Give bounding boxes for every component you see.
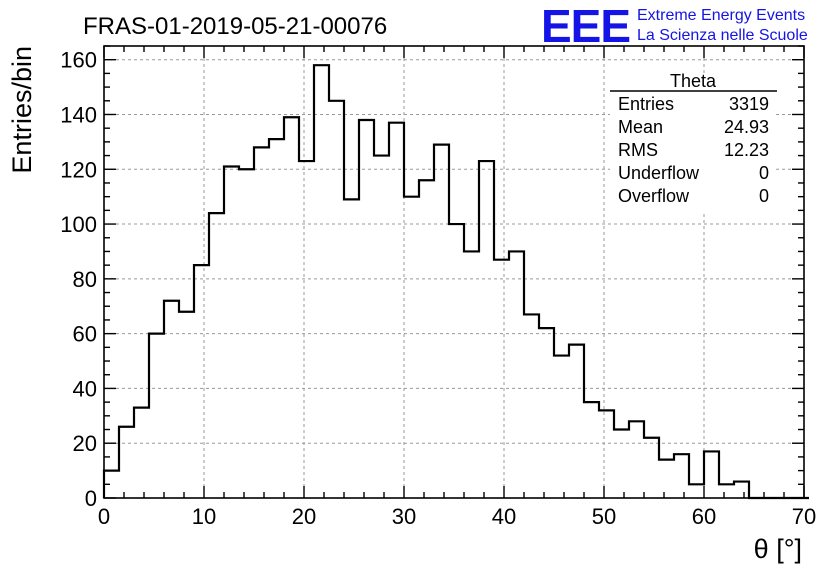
stats-label-rms: RMS (618, 140, 658, 160)
x-tick-label: 20 (292, 504, 316, 529)
stats-legend: Theta Entries 3319 Mean 24.93 RMS 12.23 … (610, 71, 777, 213)
histogram-outline (102, 64, 809, 500)
stats-value-rms: 12.23 (724, 140, 769, 160)
y-tick-label: 40 (73, 376, 97, 401)
x-tick-label: 70 (792, 504, 816, 529)
logo-subtitle-2: La Scienza nelle Scuole (637, 27, 808, 44)
y-tick-label: 160 (60, 48, 97, 73)
stats-box-background (610, 73, 776, 213)
stats-value-underflow: 0 (759, 163, 769, 183)
y-axis-label: Entries/bin (7, 46, 37, 174)
x-tick-label: 30 (392, 504, 416, 529)
stats-value-mean: 24.93 (724, 117, 769, 137)
x-tick-label: 0 (98, 504, 110, 529)
y-tick-label: 0 (85, 486, 97, 511)
stats-label-underflow: Underflow (618, 163, 700, 183)
y-tick-label: 140 (60, 102, 97, 127)
x-tick-label: 10 (192, 504, 216, 529)
logo-subtitle-1: Extreme Energy Events (637, 7, 805, 24)
run-title: FRAS-01-2019-05-21-00076 (83, 13, 387, 40)
x-axis-label: θ [°] (754, 534, 802, 564)
y-tick-label: 20 (73, 431, 97, 456)
x-tick-label: 40 (492, 504, 516, 529)
y-tick-label: 80 (73, 267, 97, 292)
x-tick-label: 50 (592, 504, 616, 529)
axis-ticks: 0 10 20 30 40 50 60 70 0 20 40 60 80 100 120 140 160 (60, 45, 816, 529)
stats-label-mean: Mean (618, 117, 663, 137)
stats-value-overflow: 0 (759, 186, 769, 206)
y-tick-label: 60 (73, 322, 97, 347)
stats-value-entries: 3319 (729, 94, 769, 114)
stats-label-overflow: Overflow (618, 186, 690, 206)
stats-label-entries: Entries (618, 94, 674, 114)
y-tick-label: 120 (60, 157, 97, 182)
stats-title: Theta (670, 71, 717, 91)
x-tick-label: 60 (692, 504, 716, 529)
y-tick-label: 100 (60, 212, 97, 237)
plot-frame (103, 45, 805, 499)
eee-logo: EEE (541, 0, 630, 52)
